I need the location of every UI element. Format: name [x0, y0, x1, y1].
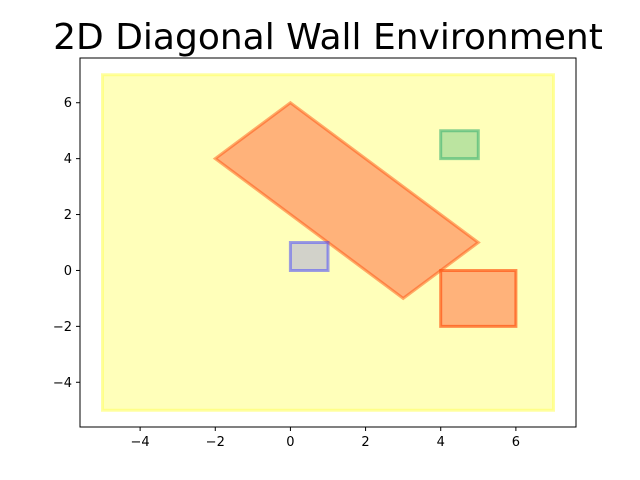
obstacle-box	[439, 269, 518, 328]
y-tick-label: 4	[64, 152, 72, 167]
goal-region	[439, 129, 480, 161]
y-tick-label: 6	[64, 96, 72, 111]
x-tick-label: 6	[512, 435, 520, 450]
y-tick-label: 0	[64, 264, 72, 279]
chart-axes: −4 −2 0 2 4 6 −4 −2 0 2 4 6	[53, 57, 577, 450]
x-tick-label: 2	[361, 435, 369, 450]
x-tick-label: 4	[437, 435, 445, 450]
y-tick-label: 2	[64, 208, 72, 223]
y-tick-label: −4	[53, 376, 72, 391]
y-tick-label: −2	[53, 320, 72, 335]
chart-title: 2D Diagonal Wall Environment	[53, 17, 603, 58]
x-tick-label: −2	[206, 435, 225, 450]
diagonal-wall	[212, 100, 481, 301]
chart-shapes	[101, 73, 555, 412]
x-tick-label: −4	[131, 435, 150, 450]
x-tick-label: 0	[286, 435, 294, 450]
start-region	[288, 241, 330, 272]
plot-frame	[79, 57, 577, 428]
